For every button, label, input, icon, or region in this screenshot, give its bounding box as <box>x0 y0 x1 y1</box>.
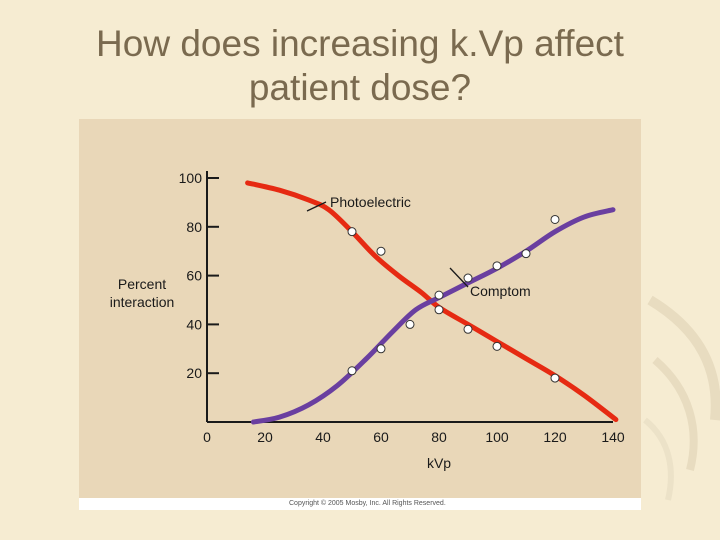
comptom-data-point <box>434 290 444 300</box>
interaction-chart: 20 40 60 80 100 0 20 40 60 80 100 120 140 kVp Percent i… <box>110 170 625 471</box>
y-tick-label: 60 <box>186 268 202 284</box>
x-tick-label: 20 <box>257 429 273 445</box>
x-axis-label: kVp <box>427 455 451 471</box>
photoelectric-data-point <box>434 305 444 315</box>
comptom-data-point <box>492 261 502 271</box>
comptom-curve <box>250 207 616 425</box>
photoelectric-data-point <box>376 246 386 256</box>
comptom-data-point <box>463 273 473 283</box>
x-tick-label: 80 <box>431 429 447 445</box>
slide-title: How does increasing k.Vp affect patient … <box>0 22 720 110</box>
y-tick-label: 80 <box>186 219 202 235</box>
compton-label: Comptom <box>470 283 531 299</box>
copyright-strip: Copyright © 2005 Mosby, Inc. All Rights … <box>79 498 641 510</box>
y-tick-label: 100 <box>179 170 203 186</box>
photoelectric-data-point <box>492 341 502 351</box>
x-tick-label: 140 <box>601 429 625 445</box>
y-tick-label: 20 <box>186 365 202 381</box>
x-tick-label: 120 <box>543 429 567 445</box>
y-axis-label: Percent interaction <box>110 276 175 310</box>
compton-leader-line <box>449 267 469 288</box>
chart-figure: 20 40 60 80 100 0 20 40 60 80 100 120 140 kVp Percent i… <box>79 119 641 510</box>
comptom-data-point <box>521 249 531 259</box>
x-tick-label: 0 <box>203 429 211 445</box>
x-tick-label: 40 <box>315 429 331 445</box>
comptom-data-point <box>376 344 386 354</box>
y-tick-label: 40 <box>186 316 202 332</box>
x-tick-label: 100 <box>485 429 509 445</box>
photoelectric-label: Photoelectric <box>330 194 411 210</box>
copyright-text: Copyright © 2005 Mosby, Inc. All Rights … <box>289 500 446 507</box>
photoelectric-leader-line <box>306 201 327 212</box>
photoelectric-data-point <box>463 324 473 334</box>
photoelectric-data-point <box>550 373 560 383</box>
title-line-1: How does increasing k.Vp affect <box>96 23 624 64</box>
comptom-data-point <box>405 319 415 329</box>
photoelectric-curve <box>245 180 619 423</box>
comptom-data-point <box>550 214 560 224</box>
photoelectric-data-point <box>347 227 357 237</box>
x-tick-label: 60 <box>373 429 389 445</box>
title-line-2: patient dose? <box>248 67 472 108</box>
comptom-data-point <box>347 366 357 376</box>
